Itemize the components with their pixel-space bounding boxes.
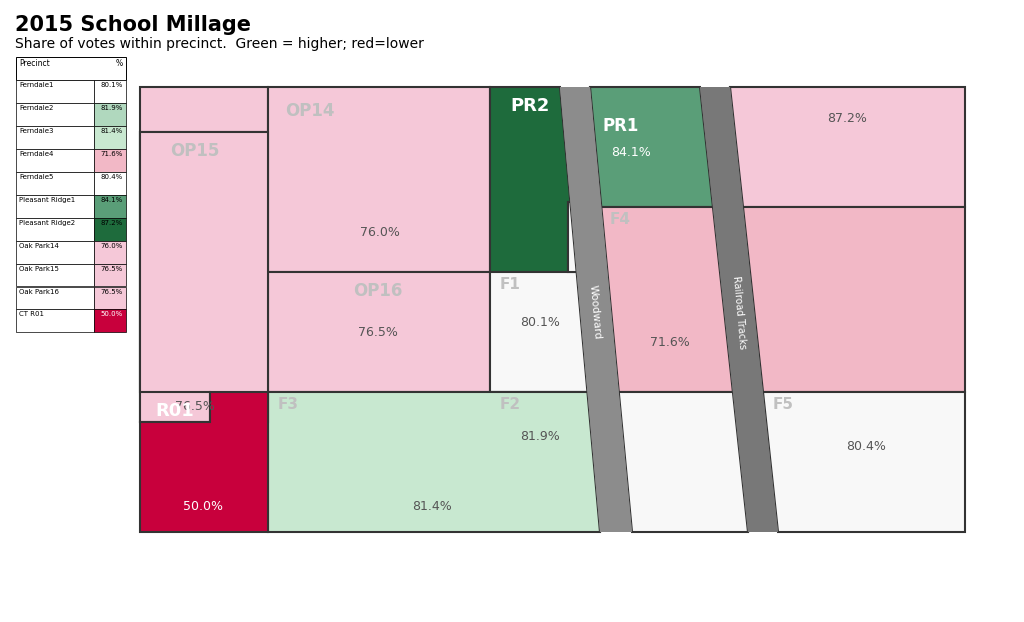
Polygon shape (268, 272, 490, 392)
Polygon shape (743, 207, 965, 392)
Text: 76.5%: 76.5% (100, 266, 123, 272)
Bar (16, 310, 94, 332)
Bar (16, 218, 94, 241)
Polygon shape (590, 87, 713, 207)
Text: Ferndale3: Ferndale3 (19, 128, 53, 134)
Text: 76.0%: 76.0% (100, 243, 123, 249)
Bar (94, 287, 126, 310)
Text: OP14: OP14 (286, 102, 335, 120)
Polygon shape (560, 87, 632, 532)
Text: F3: F3 (278, 397, 299, 412)
Text: Ferndale5: Ferndale5 (19, 174, 53, 180)
Text: Ferndale1: Ferndale1 (19, 82, 53, 88)
Polygon shape (490, 392, 596, 482)
Text: 87.2%: 87.2% (100, 220, 123, 226)
Bar (94, 310, 126, 332)
Bar (16, 241, 94, 264)
Text: Pleasant Ridge1: Pleasant Ridge1 (19, 197, 75, 203)
Bar (16, 57, 126, 80)
Text: 84.1%: 84.1% (100, 197, 123, 203)
Bar (94, 264, 126, 287)
Polygon shape (560, 87, 632, 532)
Bar (94, 80, 126, 103)
Bar (16, 195, 94, 218)
Polygon shape (618, 392, 748, 532)
Polygon shape (700, 87, 778, 532)
Text: 80.4%: 80.4% (100, 174, 123, 180)
Text: Oak Park14: Oak Park14 (19, 243, 58, 249)
Text: F4: F4 (609, 212, 631, 227)
Bar (16, 264, 94, 287)
Bar (16, 80, 94, 103)
Text: 71.6%: 71.6% (650, 335, 690, 348)
Polygon shape (268, 87, 490, 272)
Text: Oak Park15: Oak Park15 (19, 266, 58, 272)
Text: 81.4%: 81.4% (100, 128, 123, 134)
Text: Woodward: Woodward (588, 284, 602, 340)
Text: 76.0%: 76.0% (360, 226, 400, 238)
Bar (16, 103, 94, 126)
Text: 87.2%: 87.2% (827, 112, 867, 125)
Bar (94, 195, 126, 218)
Text: 84.1%: 84.1% (611, 146, 651, 159)
Text: 80.1%: 80.1% (100, 82, 123, 88)
Text: F2: F2 (500, 397, 521, 412)
Text: 50.0%: 50.0% (100, 312, 123, 317)
Text: 76.5%: 76.5% (175, 401, 215, 414)
Text: 71.6%: 71.6% (100, 151, 123, 157)
Text: 50.0%: 50.0% (183, 501, 223, 514)
Polygon shape (730, 87, 965, 207)
Polygon shape (490, 87, 570, 272)
Polygon shape (140, 132, 268, 422)
Polygon shape (601, 207, 733, 392)
Text: OP15: OP15 (170, 142, 220, 160)
Bar (16, 287, 94, 310)
Polygon shape (763, 392, 965, 532)
Text: 80.4%: 80.4% (846, 440, 886, 453)
Polygon shape (140, 132, 268, 422)
Text: R01: R01 (155, 402, 194, 420)
Text: Ferndale2: Ferndale2 (19, 105, 53, 111)
Text: 81.9%: 81.9% (520, 430, 560, 443)
Polygon shape (140, 87, 268, 422)
Text: F1: F1 (500, 277, 521, 292)
Text: OP16: OP16 (353, 282, 402, 300)
Bar (94, 218, 126, 241)
Text: F5: F5 (773, 397, 794, 412)
Polygon shape (568, 202, 577, 272)
Text: 81.9%: 81.9% (100, 105, 123, 111)
Text: PR2: PR2 (510, 97, 549, 115)
Text: 76.5%: 76.5% (100, 289, 123, 294)
Text: 2015 School Millage: 2015 School Millage (15, 15, 251, 35)
Text: 81.4%: 81.4% (412, 501, 452, 514)
Bar (16, 172, 94, 195)
Polygon shape (140, 392, 268, 532)
Bar (16, 149, 94, 172)
Bar (16, 126, 94, 149)
Polygon shape (490, 272, 588, 392)
Text: Oak Park16: Oak Park16 (19, 289, 59, 294)
Text: Pleasant Ridge2: Pleasant Ridge2 (19, 220, 75, 226)
Text: Share of votes within precinct.  Green = higher; red=lower: Share of votes within precinct. Green = … (15, 37, 424, 51)
Text: PR1: PR1 (603, 117, 639, 135)
Bar (94, 126, 126, 149)
Text: Ferndale4: Ferndale4 (19, 151, 53, 157)
Text: %: % (116, 59, 123, 68)
Bar (94, 172, 126, 195)
Text: 80.1%: 80.1% (520, 315, 560, 328)
Bar (94, 149, 126, 172)
Polygon shape (700, 87, 778, 532)
Polygon shape (268, 392, 600, 532)
Text: CT R01: CT R01 (19, 312, 44, 317)
Bar (94, 241, 126, 264)
Bar (94, 103, 126, 126)
Text: Precinct: Precinct (19, 59, 50, 68)
Text: 76.5%: 76.5% (358, 325, 398, 338)
Text: Railroad Tracks: Railroad Tracks (731, 275, 748, 349)
